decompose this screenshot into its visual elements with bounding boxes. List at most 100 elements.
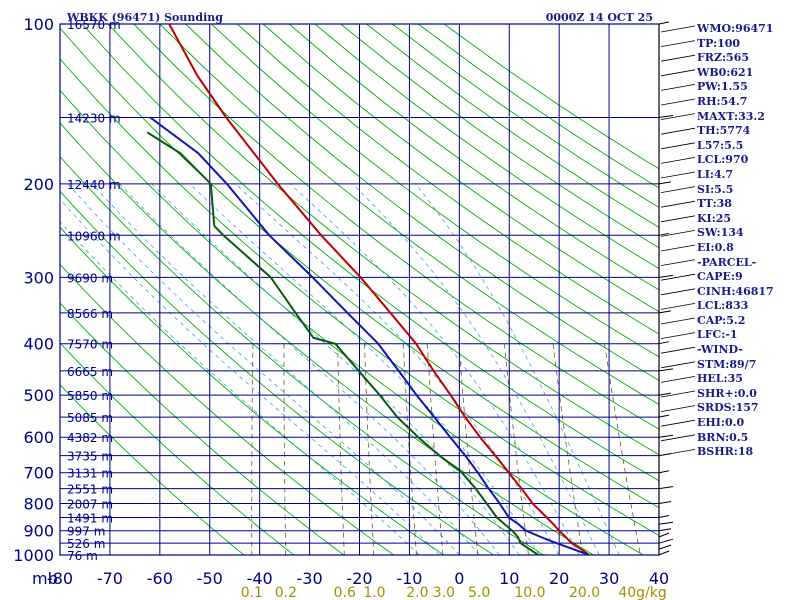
moist-adiabat bbox=[119, 183, 500, 555]
height-label: 5085 m bbox=[67, 411, 113, 425]
pressure-tick-label: 200 bbox=[23, 175, 54, 194]
temperature-tick-label: -60 bbox=[147, 569, 173, 588]
wind-barb bbox=[658, 181, 672, 185]
height-label: 12440 m bbox=[67, 178, 121, 192]
stat-leader-line bbox=[660, 157, 696, 164]
temperature-tick-label: 20 bbox=[549, 569, 569, 588]
mixing-ratio-label: 0.2 bbox=[275, 585, 297, 600]
stat-leader-line bbox=[660, 84, 696, 91]
mixing-ratio-label: 2.0 bbox=[406, 585, 428, 600]
stat-leader-line bbox=[660, 332, 696, 339]
temperature-tick-label: 30 bbox=[599, 569, 619, 588]
wind-barb bbox=[658, 532, 670, 538]
stat-item: SRDS:157 bbox=[697, 401, 759, 415]
wind-barb bbox=[658, 310, 672, 314]
stat-item: CAPE:9 bbox=[697, 270, 743, 284]
stat-item: MAXT:33.2 bbox=[697, 109, 765, 123]
moist-adiabat bbox=[67, 183, 460, 555]
stat-leader-line bbox=[660, 25, 696, 33]
pressure-tick-label: 1000 bbox=[13, 546, 54, 565]
stat-leader-line bbox=[660, 288, 696, 296]
stat-item: EI:0.8 bbox=[697, 240, 734, 254]
moist-adiabat bbox=[60, 198, 440, 555]
temperature-tick-label: 10 bbox=[499, 569, 519, 588]
moist-adiabat bbox=[235, 183, 560, 555]
dry-adiabat bbox=[133, 24, 659, 430]
mixing-ratio-label: 0.6 bbox=[334, 585, 356, 600]
stat-item: BRN:0.5 bbox=[697, 430, 749, 444]
stat-item: RH:54.7 bbox=[697, 94, 748, 108]
height-label: 4382 m bbox=[67, 431, 113, 445]
stat-item: TP:100 bbox=[697, 36, 741, 50]
height-label: 3131 m bbox=[67, 467, 113, 481]
wind-barb bbox=[658, 515, 670, 519]
moist-adiabat bbox=[289, 183, 580, 555]
wind-barb bbox=[658, 528, 672, 532]
pressure-tick-label: 300 bbox=[23, 268, 54, 287]
stat-leader-line bbox=[660, 361, 696, 369]
moist-adiabat bbox=[151, 183, 520, 555]
height-label: 14230 m bbox=[67, 112, 121, 126]
stat-leader-line bbox=[660, 244, 696, 252]
pressure-tick-label: 400 bbox=[23, 335, 54, 354]
stat-leader-line bbox=[660, 127, 696, 135]
stat-item: LI:4.7 bbox=[697, 167, 734, 181]
height-label: 10960 m bbox=[67, 229, 121, 243]
stat-leader-line bbox=[660, 390, 696, 398]
stat-item: LCL:970 bbox=[697, 153, 749, 167]
dry-adiabat bbox=[211, 24, 659, 358]
stat-item: KI:25 bbox=[697, 211, 732, 225]
stat-leader-line bbox=[660, 200, 696, 208]
stat-item: LFC:-1 bbox=[697, 328, 738, 342]
stat-leader-line bbox=[660, 303, 696, 310]
stat-item: SW:134 bbox=[697, 226, 744, 240]
stat-leader-line bbox=[660, 317, 696, 325]
height-label: 16570 m bbox=[67, 18, 121, 32]
temperature-profile-line bbox=[168, 24, 592, 555]
height-label: 2551 m bbox=[67, 483, 113, 497]
background-grid bbox=[60, 24, 659, 555]
height-label: 997 m bbox=[67, 525, 105, 539]
sounding-indices-panel: WMO:96471 TP:100 FRZ:565 WB0:621 PW:1.55 RH:5… bbox=[697, 22, 797, 460]
pressure-tick-label: 900 bbox=[23, 522, 54, 541]
pressure-tick-label: 100 bbox=[23, 15, 54, 34]
temperature-tick-label: -80 bbox=[47, 569, 73, 588]
temperature-tick-label: 40 bbox=[649, 569, 669, 588]
height-label: 76 m bbox=[67, 549, 98, 563]
stat-leader-line bbox=[660, 376, 696, 383]
height-label: 9690 m bbox=[67, 271, 113, 285]
stat-leader-line bbox=[660, 142, 696, 150]
stat-leader-line bbox=[660, 419, 696, 427]
dry-adiabat bbox=[288, 24, 659, 291]
dry-adiabat bbox=[262, 24, 659, 313]
chart-title: WBKK (96471) Sounding bbox=[66, 11, 223, 24]
stat-item: TT:38 bbox=[697, 197, 732, 211]
height-label: 5850 m bbox=[67, 389, 113, 403]
parcel-profile-line bbox=[149, 116, 590, 555]
dry-adiabat bbox=[81, 24, 659, 482]
mixing-ratio-label: 1.0 bbox=[363, 585, 385, 600]
stat-item: PW:1.55 bbox=[697, 80, 748, 94]
stat-leader-line bbox=[660, 113, 696, 120]
mixing-ratio-label: 20.0 bbox=[569, 585, 600, 600]
stat-item: -WIND- bbox=[697, 343, 743, 357]
mixing-ratio-label: 0.1 bbox=[241, 585, 263, 600]
wind-barb bbox=[658, 21, 670, 25]
dry-adiabat bbox=[340, 24, 659, 249]
stat-item: TH:5774 bbox=[697, 124, 751, 138]
wind-barb bbox=[658, 115, 674, 118]
stat-leader-line bbox=[660, 449, 696, 456]
temperature-tick-label: -50 bbox=[197, 569, 223, 588]
wind-barb bbox=[658, 232, 670, 236]
stat-item: STM:89/7 bbox=[697, 357, 757, 371]
height-label: 2007 m bbox=[67, 498, 113, 512]
pressure-tick-label: 700 bbox=[23, 464, 54, 483]
dry-adiabat bbox=[159, 24, 659, 406]
stat-leader-line bbox=[660, 259, 696, 266]
moist-adiabat bbox=[91, 183, 480, 555]
temperature-tick-label: -10 bbox=[396, 569, 422, 588]
height-label: 1491 m bbox=[67, 512, 113, 526]
height-label: 7570 m bbox=[67, 338, 113, 352]
